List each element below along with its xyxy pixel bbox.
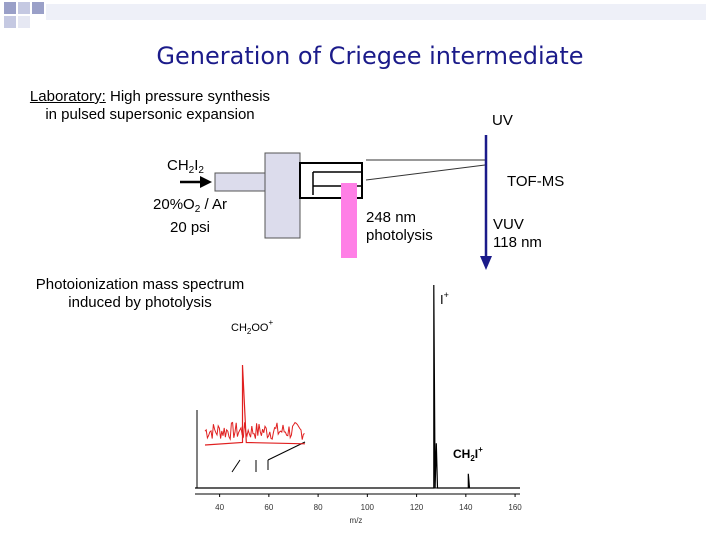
uv-arrow-icon — [480, 256, 492, 270]
lab-description: Laboratory: High pressure synthesis in p… — [20, 88, 280, 124]
photolysis-label: 248 nm photolysis — [366, 209, 433, 244]
x-tick-label: 80 — [314, 503, 323, 512]
gas-mixture-label: 20%O2 / Ar 20 psi — [153, 196, 227, 236]
x-tick-label: 40 — [215, 503, 224, 512]
photolysis-laser-beam — [341, 183, 357, 258]
lab-heading: Laboratory: — [29, 88, 106, 105]
peak-label-ch2oo: CH2OO+ — [231, 318, 274, 336]
x-tick-label: 140 — [459, 503, 473, 512]
x-tick-label: 100 — [361, 503, 375, 512]
inset-peak-trace — [204, 364, 306, 446]
lab-line1: High pressure synthesis — [105, 88, 271, 105]
lab-line2: in pulsed supersonic expansion — [45, 106, 255, 123]
decorative-squares — [4, 2, 706, 28]
spectrum-trace — [195, 284, 520, 489]
nozzle-plate — [264, 152, 301, 239]
x-axis-label: m/z — [350, 516, 363, 525]
ch2i2-label: CH2I2 — [167, 157, 204, 176]
flow-arrow-icon — [200, 176, 212, 188]
tofms-label: TOF-MS — [507, 173, 565, 190]
x-tick-label: 60 — [264, 503, 273, 512]
slide-title: Generation of Criegee intermediate — [156, 42, 584, 70]
peak-label-iplus: I+ — [440, 290, 449, 307]
uv-label: UV — [492, 112, 513, 129]
x-tick-label: 120 — [410, 503, 424, 512]
inset-noise-trace — [204, 421, 305, 441]
molecular-beam-line — [365, 164, 486, 181]
spectrum-inset-bracket — [231, 441, 306, 473]
x-tick-label: 160 — [508, 503, 522, 512]
vuv-label: VUV 118 nm — [493, 216, 542, 251]
peak-label-ch2i: CH2I+ — [453, 445, 483, 463]
spectrum-caption: Photoionization mass spectrum induced by… — [35, 276, 245, 311]
